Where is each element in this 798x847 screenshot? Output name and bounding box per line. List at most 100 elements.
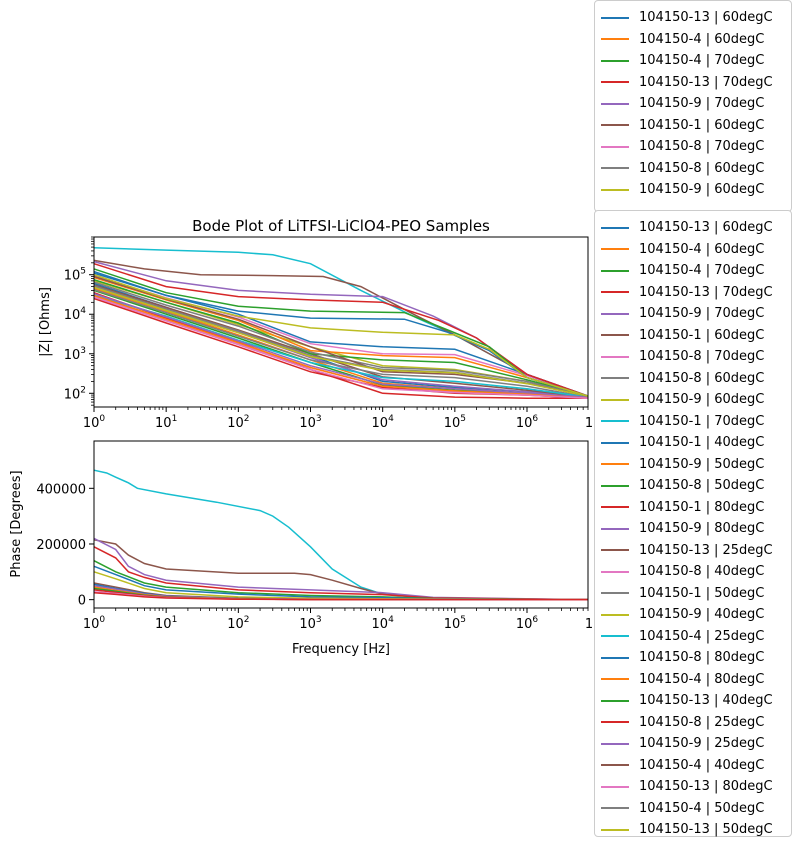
phase-ytick-label: 0 bbox=[78, 594, 86, 609]
legend-label: 104150-1 | 60degC bbox=[639, 327, 765, 343]
legend-entry: 104150-9 | 25degC bbox=[595, 733, 764, 754]
legend-line-swatch bbox=[601, 678, 629, 680]
legend-entry: 104150-13 | 80degC bbox=[595, 776, 773, 797]
legend-line-swatch bbox=[601, 484, 629, 487]
legend-label: 104150-13 | 60degC bbox=[639, 10, 773, 25]
legend-label: 104150-9 | 60degC bbox=[639, 392, 765, 407]
phase-y-ticks: 0 200000 400000 bbox=[36, 482, 94, 609]
legend-entry: 104150-13 | 70degC bbox=[595, 72, 773, 93]
legend-label: 104150-13 | 70degC bbox=[639, 74, 773, 90]
legend-label: 104150-1 | 60degC bbox=[639, 117, 765, 133]
legend-label: 104150-8 | 70degC bbox=[639, 139, 765, 154]
magnitude-series-group bbox=[93, 247, 589, 399]
legend-label: 104150-8 | 70degC bbox=[639, 349, 765, 364]
legend-entry: 104150-4 | 60degC bbox=[595, 239, 764, 260]
legend-line-swatch bbox=[601, 506, 629, 508]
legend-label: 104150-9 | 25degC bbox=[639, 736, 765, 751]
legend-entry: 104150-9 | 70degC bbox=[595, 93, 764, 114]
legend-entry: 104150-9 | 60degC bbox=[595, 179, 764, 200]
legend-line-swatch bbox=[601, 38, 629, 40]
phase-xtick-label: 104 bbox=[372, 615, 395, 632]
legend-label: 104150-13 | 40degC bbox=[639, 693, 773, 708]
legend-label: 104150-1 | 50degC bbox=[639, 585, 765, 601]
legend-entry: 104150-1 | 80degC bbox=[595, 497, 764, 518]
legend-entry: 104150-8 | 40degC bbox=[595, 561, 764, 582]
legend-line-swatch bbox=[601, 420, 629, 422]
legend-entry: 104150-13 | 50degC bbox=[595, 819, 773, 840]
legend-label: 104150-9 | 50degC bbox=[639, 456, 765, 472]
phase-xtick-label: 102 bbox=[227, 615, 249, 632]
legend-entry: 104150-1 | 40degC bbox=[595, 432, 764, 453]
magnitude-series-line bbox=[93, 291, 588, 399]
legend-label: 104150-13 | 60degC bbox=[639, 220, 773, 235]
phase-xtick-label: 106 bbox=[516, 615, 539, 632]
magnitude-ytick-label: 102 bbox=[64, 385, 86, 402]
legend-entry: 104150-9 | 50degC bbox=[595, 454, 764, 475]
legend-entry: 104150-1 | 70degC bbox=[595, 411, 764, 432]
legend-entry: 104150-8 | 70degC bbox=[595, 136, 764, 157]
magnitude-xtick-label: 103 bbox=[299, 414, 321, 431]
legend-entry: 104150-4 | 70degC bbox=[595, 260, 764, 281]
legend-label: 104150-1 | 80degC bbox=[639, 499, 765, 515]
legend-label: 104150-9 | 40degC bbox=[639, 607, 765, 622]
legend-label: 104150-8 | 60degC bbox=[639, 160, 765, 176]
legend-entry: 104150-4 | 80degC bbox=[595, 669, 764, 690]
legend-line-swatch bbox=[601, 721, 629, 723]
legend-entry: 104150-13 | 40degC bbox=[595, 690, 773, 711]
legend-line-swatch bbox=[601, 807, 629, 809]
legend-line-swatch bbox=[601, 16, 629, 19]
legend-bottom: 104150-13 | 60degC 104150-4 | 60degC 10415… bbox=[594, 210, 792, 837]
legend-entry: 104150-13 | 60degC bbox=[595, 217, 773, 238]
legend-label: 104150-4 | 60degC bbox=[639, 241, 765, 257]
legend-entry: 104150-8 | 70degC bbox=[595, 346, 764, 367]
legend-label: 104150-8 | 60degC bbox=[639, 370, 765, 386]
magnitude-axes: Bode Plot of LiTFSI-LiClO4-PEO Samples 1… bbox=[38, 217, 607, 431]
legend-label: 104150-13 | 80degC bbox=[639, 779, 773, 794]
legend-label: 104150-1 | 40degC bbox=[639, 435, 765, 450]
legend-entry: 104150-9 | 40degC bbox=[595, 604, 764, 625]
legend-line-swatch bbox=[601, 635, 629, 637]
legend-label: 104150-8 | 25degC bbox=[639, 714, 765, 730]
phase-xtick-label: 101 bbox=[155, 615, 177, 632]
legend-entry: 104150-1 | 50degC bbox=[595, 583, 764, 604]
legend-entry: 104150-1 | 60degC bbox=[595, 325, 764, 346]
legend-line-swatch bbox=[601, 269, 629, 272]
legend-line-swatch bbox=[601, 828, 629, 831]
magnitude-series-line bbox=[93, 292, 589, 398]
legend-label: 104150-1 | 70degC bbox=[639, 413, 765, 429]
magnitude-title: Bode Plot of LiTFSI-LiClO4-PEO Samples bbox=[192, 217, 490, 235]
phase-xtick-label: 103 bbox=[299, 615, 321, 632]
phase-series-line bbox=[93, 546, 589, 601]
magnitude-xtick-label: 104 bbox=[372, 414, 395, 431]
legend-label: 104150-8 | 80degC bbox=[639, 650, 765, 665]
legend-entry: 104150-4 | 50degC bbox=[595, 798, 764, 819]
legend-label: 104150-8 | 40degC bbox=[639, 564, 765, 579]
legend-entry: 104150-4 | 70degC bbox=[595, 50, 764, 71]
legend-entry: 104150-9 | 80degC bbox=[595, 518, 764, 539]
magnitude-xtick-label: 106 bbox=[516, 414, 539, 431]
legend-line-swatch bbox=[601, 656, 629, 659]
phase-xtick-label: 100 bbox=[83, 615, 106, 632]
magnitude-y-ticks: 102 103 104 105 bbox=[64, 236, 94, 406]
magnitude-series-line bbox=[93, 278, 589, 397]
legend-entry: 104150-4 | 25degC bbox=[595, 626, 764, 647]
legend-line-swatch bbox=[601, 167, 629, 169]
magnitude-series-line bbox=[93, 286, 589, 397]
legend-label: 104150-4 | 70degC bbox=[639, 263, 765, 278]
phase-x-ticks: 100101102103104105106107 bbox=[83, 608, 607, 632]
legend-top: 104150-13 | 60degC 104150-4 | 60degC 10415… bbox=[594, 0, 792, 212]
legend-line-swatch bbox=[601, 102, 629, 105]
magnitude-series-line bbox=[93, 259, 589, 397]
legend-entry: 104150-4 | 60degC bbox=[595, 29, 764, 50]
magnitude-series-line bbox=[93, 296, 589, 399]
phase-xtick-label: 105 bbox=[444, 615, 466, 632]
legend-label: 104150-9 | 70degC bbox=[639, 306, 765, 321]
legend-line-swatch bbox=[601, 124, 629, 126]
legend-entry: 104150-8 | 60degC bbox=[595, 158, 764, 179]
magnitude-ytick-label: 104 bbox=[64, 306, 87, 323]
legend-label: 104150-13 | 70degC bbox=[639, 284, 773, 300]
magnitude-xtick-label: 105 bbox=[444, 414, 466, 431]
legend-line-swatch bbox=[601, 59, 629, 62]
